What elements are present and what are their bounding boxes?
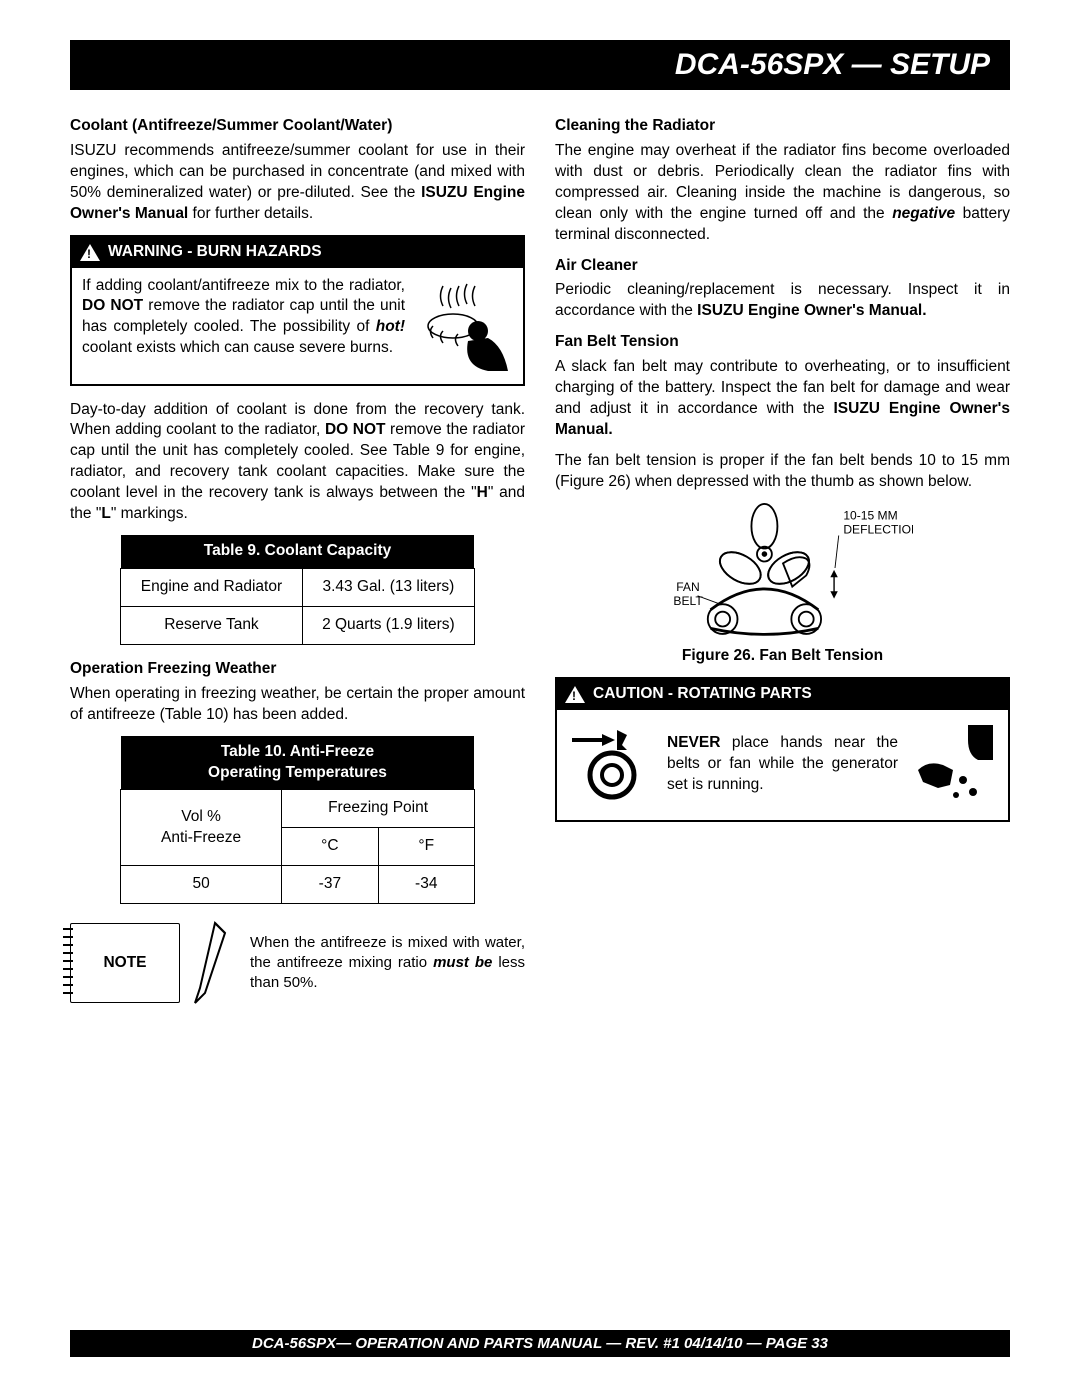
warning-title: WARNING - BURN HAZARDS (108, 242, 322, 263)
footer-text: DCA-56SPX— OPERATION AND PARTS MANUAL — … (252, 1335, 828, 1352)
warning-text: If adding coolant/antifreeze mix to the … (82, 276, 405, 360)
table-9-title: Table 9. Coolant Capacity (121, 535, 475, 568)
header-bar: DCA-56SPX — SETUP (70, 40, 1010, 90)
coolant-title: Coolant (Antifreeze/Summer Coolant/Water… (70, 116, 525, 137)
hand-belt-icon (567, 720, 657, 810)
warning-icon (80, 244, 100, 261)
notepad-icon: NOTE (70, 923, 180, 1003)
fan-belt-paragraph-1: A slack fan belt may contribute to overh… (555, 357, 1010, 441)
table-row: Reserve Tank 2 Quarts (1.9 liters) (121, 606, 475, 644)
pencil-icon (190, 918, 240, 1008)
coolant-paragraph-2: Day-to-day addition of coolant is done f… (70, 400, 525, 526)
table-10-title: Table 10. Anti-Freeze Operating Temperat… (121, 736, 475, 790)
table-row: Engine and Radiator 3.43 Gal. (13 liters… (121, 568, 475, 606)
fig-label-1: 10-15 MM (843, 508, 897, 522)
footer-bar: DCA-56SPX— OPERATION AND PARTS MANUAL — … (70, 1330, 1010, 1357)
table-row: 50 -37 -34 (121, 866, 475, 904)
cleaning-paragraph: The engine may overheat if the radiator … (555, 141, 1010, 246)
note-text: When the antifreeze is mixed with water,… (250, 933, 525, 994)
burn-hazard-icon (413, 276, 513, 376)
figure-26: 10-15 MM DEFLECTION FAN BELT Figure 26. … (555, 503, 1010, 667)
content-columns: Coolant (Antifreeze/Summer Coolant/Water… (70, 108, 1010, 1008)
warning-box: WARNING - BURN HAZARDS If adding coolant… (70, 235, 525, 386)
air-cleaner-paragraph: Periodic cleaning/replacement is necessa… (555, 280, 1010, 322)
caution-box: CAUTION - ROTATING PARTS NEVER place han… (555, 677, 1010, 822)
table-10: Table 10. Anti-Freeze Operating Temperat… (120, 736, 475, 905)
freezing-title: Operation Freezing Weather (70, 659, 525, 680)
coolant-paragraph: ISUZU recommends antifreeze/summer coola… (70, 141, 525, 225)
fig-label-2: DEFLECTION (843, 522, 913, 536)
warning-body: If adding coolant/antifreeze mix to the … (72, 268, 523, 384)
caution-icon (565, 686, 585, 703)
table-row: Vol % Anti-Freeze Freezing Point (121, 790, 475, 828)
warning-header: WARNING - BURN HAZARDS (72, 237, 523, 268)
severed-hand-icon (908, 720, 998, 810)
right-column: Cleaning the Radiator The engine may ove… (555, 108, 1010, 1008)
note-row: NOTE When the antifreeze is mixed with w… (70, 918, 525, 1008)
fig-label-3: FAN (676, 580, 699, 594)
caution-text: NEVER place hands near the belts or fan … (667, 733, 898, 796)
caution-body: NEVER place hands near the belts or fan … (557, 710, 1008, 820)
air-cleaner-title: Air Cleaner (555, 256, 1010, 277)
fan-belt-title: Fan Belt Tension (555, 332, 1010, 353)
figure-caption: Figure 26. Fan Belt Tension (555, 646, 1010, 667)
caution-title: CAUTION - ROTATING PARTS (593, 684, 812, 705)
fan-belt-diagram-icon: 10-15 MM DEFLECTION FAN BELT (653, 503, 913, 642)
freezing-paragraph: When operating in freezing weather, be c… (70, 684, 525, 726)
caution-header: CAUTION - ROTATING PARTS (557, 679, 1008, 710)
fan-belt-paragraph-2: The fan belt tension is proper if the fa… (555, 451, 1010, 493)
table-9: Table 9. Coolant Capacity Engine and Rad… (120, 535, 475, 645)
cleaning-title: Cleaning the Radiator (555, 116, 1010, 137)
header-title: DCA-56SPX — SETUP (675, 48, 990, 81)
left-column: Coolant (Antifreeze/Summer Coolant/Water… (70, 108, 525, 1008)
